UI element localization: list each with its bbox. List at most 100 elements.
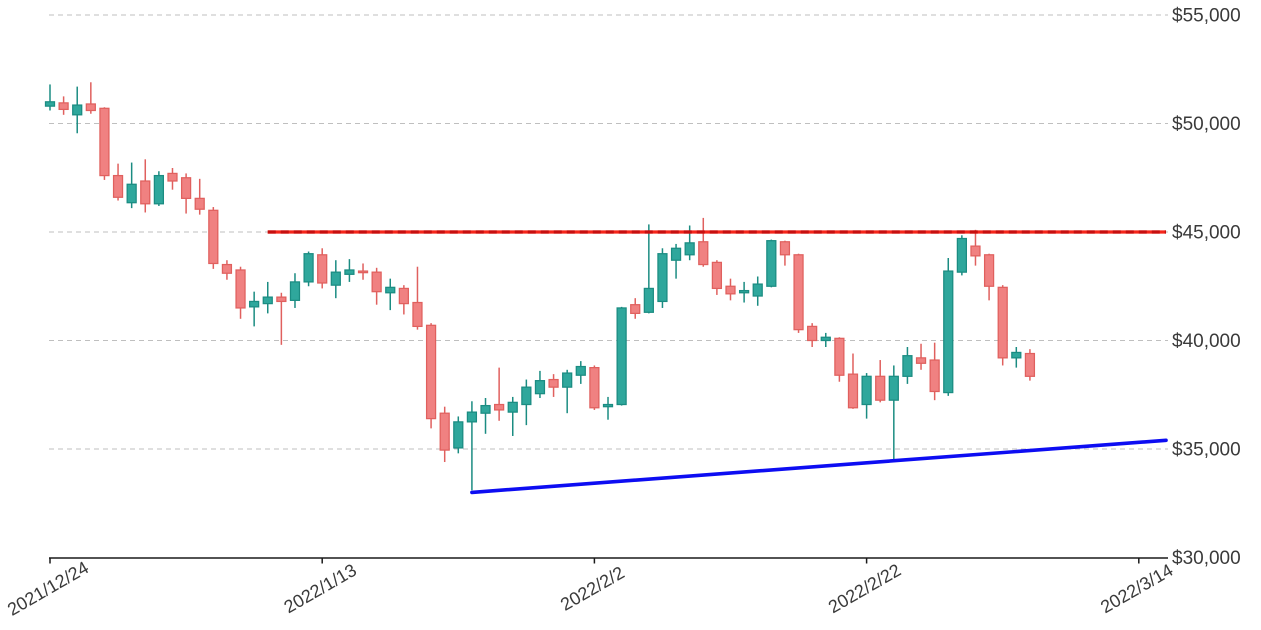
candles-layer [44, 82, 1036, 491]
y-tick-label: $30,000 [1172, 548, 1241, 569]
candle-body [303, 253, 314, 283]
candle [357, 263, 369, 280]
candle [915, 343, 927, 370]
candle [1011, 347, 1022, 368]
candle [888, 365, 899, 463]
candle-body [58, 102, 69, 111]
candle [249, 291, 260, 327]
candle [235, 266, 246, 319]
candle-body [752, 283, 763, 297]
candle [194, 178, 205, 215]
candle [902, 347, 913, 384]
candle [330, 260, 341, 299]
y-tick-label: $40,000 [1172, 331, 1241, 352]
candle-body [85, 103, 96, 112]
candle [425, 323, 437, 429]
candle-body [194, 197, 205, 210]
candle-body [153, 174, 165, 205]
candle [943, 258, 954, 396]
y-tick-label: $55,000 [1172, 6, 1241, 27]
candle-body [385, 286, 396, 294]
candle [303, 251, 314, 287]
candle [657, 248, 668, 308]
candle-body [112, 174, 124, 198]
candle-body [915, 357, 927, 364]
candle-body [439, 412, 450, 451]
candle [738, 281, 750, 303]
candle-body [807, 325, 818, 342]
candle-body [126, 183, 137, 204]
candle [521, 379, 532, 426]
candle-body [643, 287, 654, 313]
candle [289, 273, 301, 308]
candle-body [140, 180, 151, 205]
candle-body [289, 281, 301, 301]
candle [616, 306, 627, 406]
candle [167, 167, 178, 190]
candle-body [602, 403, 614, 408]
candle [1024, 349, 1036, 381]
candle-body [875, 375, 886, 401]
candle [112, 163, 124, 201]
candle [453, 416, 464, 454]
candle [643, 224, 654, 314]
candle-body [99, 107, 110, 177]
candle [534, 370, 546, 399]
candle-body [330, 271, 341, 286]
candle [371, 267, 382, 305]
candle-body [589, 367, 600, 409]
candle-body [507, 401, 518, 413]
candle-body [630, 304, 641, 315]
candle-body [847, 373, 859, 409]
candle [72, 86, 83, 134]
candle [126, 162, 137, 209]
candle [344, 259, 355, 282]
candle-body [657, 253, 668, 303]
candle-body [820, 336, 831, 342]
candle [385, 278, 396, 311]
candle-body [317, 254, 328, 284]
candle [602, 396, 614, 420]
candle-body [453, 421, 464, 449]
candle [997, 285, 1008, 366]
candle-body [167, 172, 178, 182]
candle-body [929, 359, 940, 393]
candle [180, 173, 192, 214]
candle-body [521, 386, 532, 406]
candle-body [970, 245, 981, 257]
candle [711, 260, 723, 295]
candle [439, 406, 450, 463]
y-axis-labels: $55,000 $50,000 $45,000 $40,000 $35,000 $30,0… [1172, 6, 1241, 570]
candle [752, 276, 763, 306]
candle [317, 248, 328, 289]
candle-body [221, 263, 233, 274]
candle [221, 260, 233, 280]
candle-body [861, 375, 872, 406]
candle [412, 266, 423, 330]
candle [575, 361, 586, 384]
candle-body [997, 286, 1008, 359]
candle [847, 353, 859, 409]
candle-body [548, 378, 559, 388]
candle-body [357, 270, 369, 274]
candle-body [412, 301, 423, 328]
candle [589, 365, 600, 410]
candle [466, 401, 478, 491]
candle-body [344, 269, 355, 275]
candle [208, 207, 219, 269]
candle [983, 253, 995, 301]
candle [153, 171, 165, 206]
candle [861, 373, 872, 419]
candle [929, 342, 940, 401]
candle-body [779, 241, 791, 256]
candle [480, 398, 491, 434]
candle-body [575, 365, 586, 376]
candle [99, 107, 110, 180]
y-tick-label: $50,000 [1172, 114, 1241, 135]
candle-body [616, 307, 627, 406]
candle-body [738, 289, 750, 294]
candle [834, 337, 845, 382]
